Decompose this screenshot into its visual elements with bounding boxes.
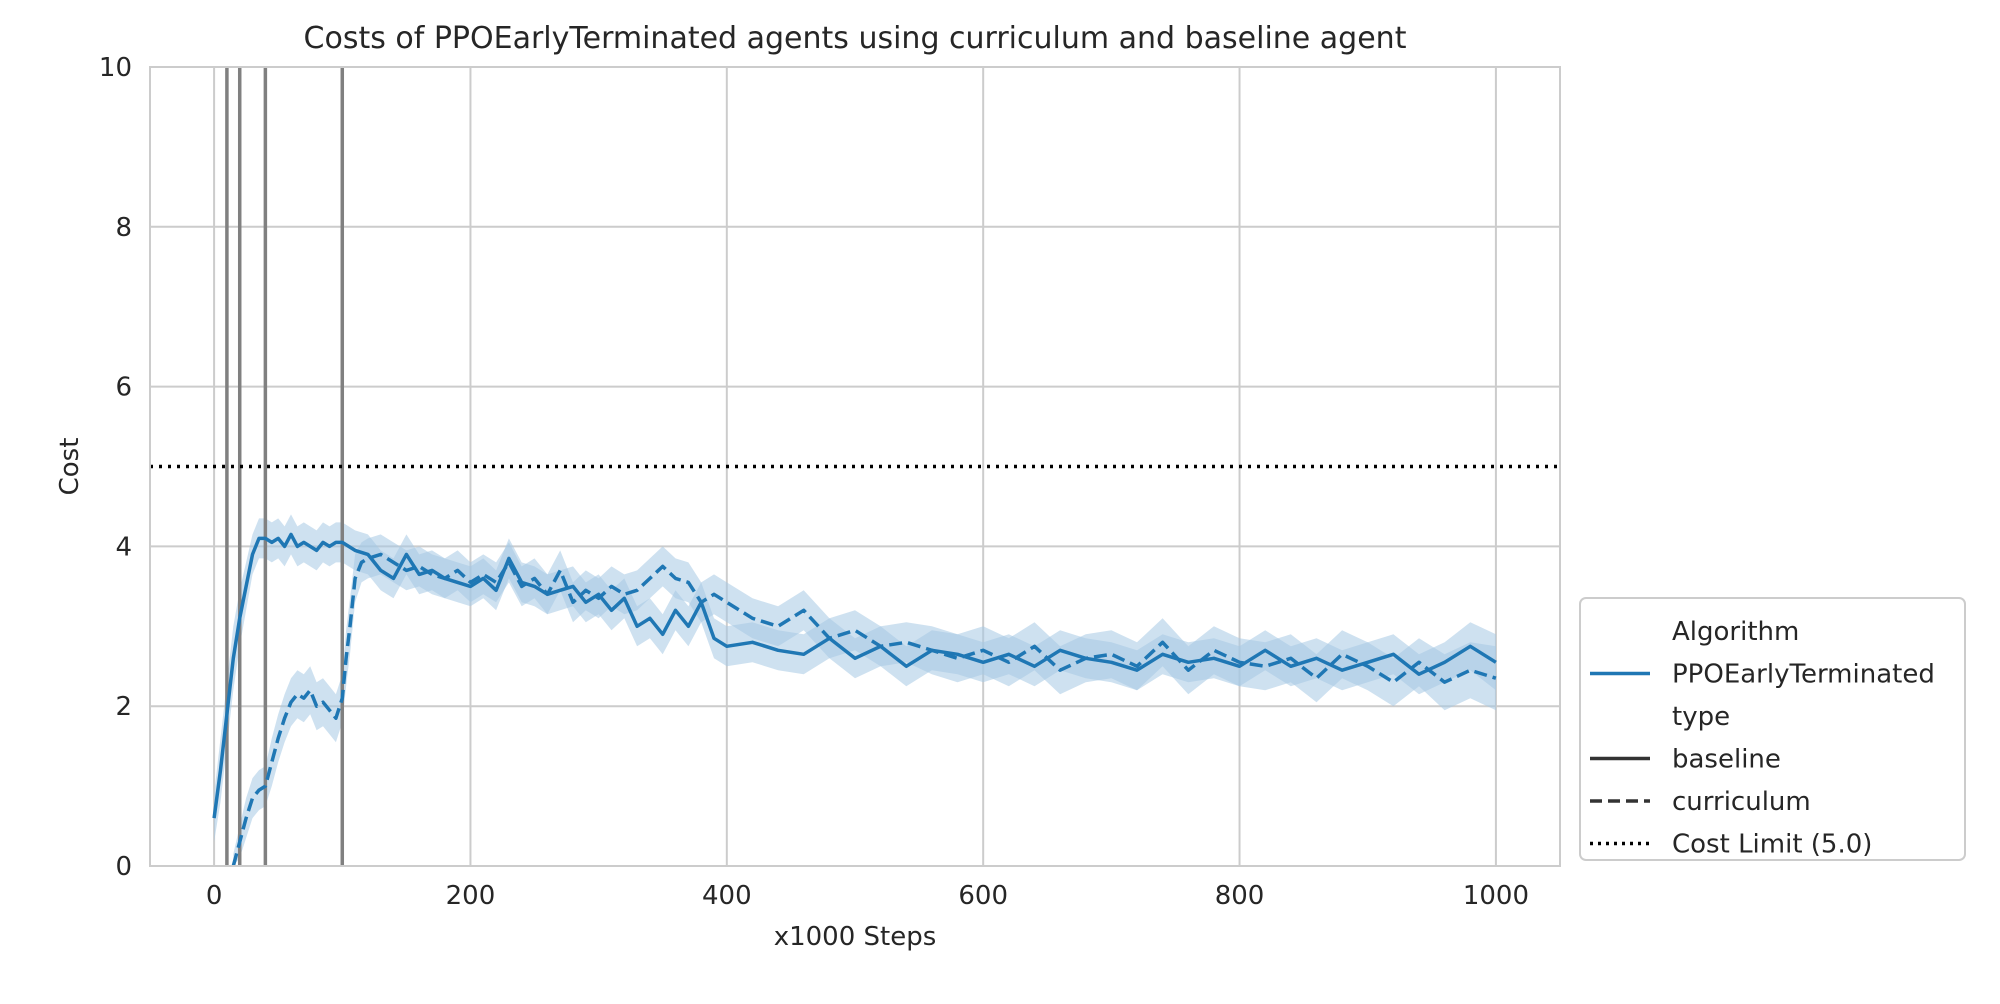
x-tick-label: 800: [1215, 881, 1265, 911]
curriculum-band: [233, 534, 1496, 866]
legend-entry-curriculum: curriculum: [1672, 787, 1811, 817]
legend-box: [1579, 597, 1966, 861]
y-tick-label: 10: [99, 53, 132, 83]
plot-frame: [149, 66, 1561, 867]
y-tick-label: 8: [115, 213, 132, 243]
legend-entry-baseline: baseline: [1672, 745, 1781, 775]
legend-entry-limit: Cost Limit (5.0): [1672, 830, 1872, 860]
baseline-series-line: [212, 532, 1497, 819]
x-tick-label: 1000: [1463, 881, 1529, 911]
x-tick-label: 200: [446, 881, 496, 911]
y-tick-label: 0: [115, 852, 132, 882]
legend: Algorithm PPOEarlyTerminated type baseli…: [1579, 597, 1966, 861]
legend-entry-algorithm: PPOEarlyTerminated: [1672, 660, 1935, 690]
x-axis-label: x1000 Steps: [774, 922, 937, 952]
curriculum-series-line: [231, 552, 1497, 867]
y-tick-label: 6: [115, 373, 132, 403]
chart-title: Costs of PPOEarlyTerminated agents using…: [304, 21, 1407, 56]
legend-title-algorithm: Algorithm: [1672, 617, 1799, 647]
x-tick-label: 600: [958, 881, 1008, 911]
series-lines: [212, 532, 1497, 867]
x-tick-label: 400: [702, 881, 752, 911]
curriculum-stage-lines: [225, 67, 345, 866]
y-axis-label: Cost: [55, 438, 85, 496]
confidence-bands: [214, 514, 1496, 866]
x-tick-label: 0: [206, 881, 223, 911]
y-tick-label: 2: [115, 692, 132, 722]
tick-labels: 0 200 400 600 800 1000 0 2 4 6 8 10: [99, 53, 1529, 911]
y-tick-label: 4: [115, 532, 132, 562]
legend-title-type: type: [1672, 702, 1730, 732]
